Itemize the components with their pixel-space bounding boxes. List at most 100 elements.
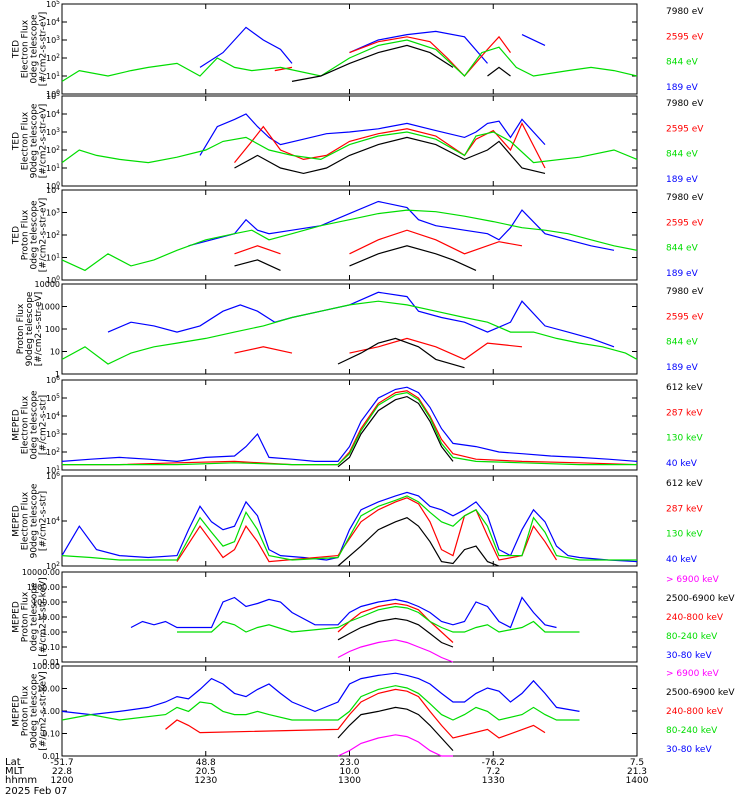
legend-entry: 2500-6900 keV — [666, 688, 735, 698]
ytick-label: 101 — [46, 465, 60, 475]
hhmm-tick-label: 1300 — [338, 776, 361, 786]
legend-entry: 844 eV — [666, 58, 699, 68]
legend-entry: 30-80 keV — [666, 745, 712, 755]
ytick-label: 1000 — [40, 303, 60, 312]
hhmm-tick-label: 1330 — [482, 776, 505, 786]
legend-entry: 2595 eV — [666, 32, 704, 42]
ytick-label: 104 — [46, 516, 60, 526]
ytick-label: 103 — [46, 127, 60, 137]
series-black — [337, 517, 500, 567]
legend-entry: 189 eV — [666, 269, 699, 279]
y-axis-label: MEPEDProton Flux90deg telescope[#/cm2-s-… — [12, 671, 49, 750]
ytick-label: 0.10 — [42, 643, 60, 652]
date-label: 2025 Feb 07 — [5, 786, 67, 797]
series-red — [337, 602, 454, 643]
hhmm-tick-label: 1200 — [51, 776, 74, 786]
ytick-label: 102 — [46, 230, 60, 240]
ytick-label: 0.01 — [42, 752, 60, 761]
series-blue — [199, 26, 546, 68]
y-axis-label: MEPEDProton Flux0deg telescope[#/cm2-s-s… — [12, 577, 49, 656]
panel-5: 101 102 103 104 105 106 MEPEDElectron Flux0deg… — [12, 375, 704, 475]
ytick-label: 103 — [46, 429, 60, 439]
panel-frame — [61, 475, 638, 567]
series-green — [61, 300, 638, 365]
series-green — [61, 495, 637, 561]
legend-entry: 844 eV — [666, 338, 699, 348]
legend-entry: 40 keV — [666, 555, 698, 565]
series-magenta — [337, 639, 454, 663]
y-axis-label: TEDElectron Flux90deg telescope[#/cm2-s-… — [12, 103, 49, 178]
legend-entry: 240-800 keV — [666, 707, 724, 717]
ytick-label: 106 — [46, 375, 60, 385]
ytick-label: 103 — [46, 208, 60, 218]
legend-entry: 612 keV — [666, 479, 703, 489]
ytick-label: 10.00 — [37, 685, 60, 694]
legend-entry: 2595 eV — [666, 312, 704, 322]
ytick-label: 10 — [50, 348, 60, 357]
mlt-tick-label: 22.8 — [52, 767, 72, 777]
series-blue — [61, 672, 580, 716]
legend-entry: 30-80 keV — [666, 651, 712, 661]
ytick-label: 1.00 — [42, 628, 60, 637]
legend-entry: 189 eV — [666, 175, 699, 185]
series-magenta — [337, 734, 453, 757]
legend-entry: 7980 eV — [666, 7, 704, 17]
panel-4: 1 10 100 1000 10000 Proton Flux90deg telescop… — [16, 280, 704, 379]
ytick-label: 104 — [46, 185, 60, 195]
ytick-label: 100.00 — [32, 598, 60, 607]
y-axis-label: TEDElectron Flux0deg telescope[#/cm2-s-s… — [12, 12, 49, 87]
series-red — [234, 121, 546, 169]
series-black — [337, 337, 465, 369]
legend-entry: 80-240 keV — [666, 632, 718, 642]
ytick-label: 0.01 — [42, 658, 60, 667]
lat-tick-label: 48.8 — [196, 758, 216, 768]
ytick-label: 104 — [46, 109, 60, 119]
panel-6: 102 104 106 MEPEDElectron Flux90deg telesco… — [12, 471, 704, 571]
legend-entry: 2595 eV — [666, 218, 704, 228]
series-red — [275, 13, 534, 76]
legend-entry: 287 keV — [666, 408, 703, 418]
legend-entry: > 6900 keV — [666, 669, 720, 679]
legend-entry: 130 keV — [666, 530, 703, 540]
hhmm-tick-label: 1400 — [626, 776, 649, 786]
series-blue — [199, 113, 546, 156]
ytick-label: 100 — [46, 89, 60, 99]
panel-3: 100 101 102 103 104 TEDProton Flux0deg telesc… — [12, 185, 705, 285]
ytick-label: 100 — [46, 275, 60, 285]
hhmm-row-label: hhmm — [5, 775, 37, 786]
legend-entry: 7980 eV — [666, 99, 704, 109]
series-green — [177, 605, 580, 633]
ytick-label: 0.10 — [42, 730, 60, 739]
ytick-label: 101 — [46, 253, 60, 263]
ytick-label: 10.00 — [37, 613, 60, 622]
ytick-label: 103 — [46, 35, 60, 45]
ytick-label: 1 — [55, 370, 60, 379]
y-axis-label: MEPEDElectron Flux0deg telescope[#/cm2-s… — [12, 390, 49, 460]
lat-tick-label: -51.7 — [50, 758, 73, 768]
legend-entry: 2595 eV — [666, 124, 704, 134]
ytick-label: 101 — [46, 71, 60, 81]
series-blue — [107, 291, 615, 348]
legend-entry: 240-800 keV — [666, 613, 724, 623]
y-axis-label: Proton Flux90deg telescope[#/cm2-s-str-e… — [16, 291, 44, 366]
lat-tick-label: 23.0 — [339, 758, 359, 768]
legend-entry: 844 eV — [666, 150, 699, 160]
series-red — [234, 337, 523, 361]
legend-entry: 80-240 keV — [666, 726, 718, 736]
series-green — [61, 131, 638, 164]
ytick-label: 1.00 — [42, 707, 60, 716]
panel-1: 100 101 102 103 104 105 TEDElectron Flux0deg t… — [12, 0, 705, 99]
legend-entry: 189 eV — [666, 83, 699, 93]
ytick-label: 105 — [46, 91, 60, 101]
mlt-tick-label: 21.3 — [627, 767, 647, 777]
ytick-label: 1000.00 — [27, 583, 60, 592]
ytick-label: 106 — [46, 471, 60, 481]
panel-frame — [61, 3, 638, 95]
legend-entry: 7980 eV — [666, 287, 704, 297]
series-green — [61, 209, 638, 272]
series-black — [337, 617, 454, 648]
ytick-label: 10000.00 — [22, 568, 60, 577]
lat-tick-label: -76.2 — [482, 758, 505, 768]
